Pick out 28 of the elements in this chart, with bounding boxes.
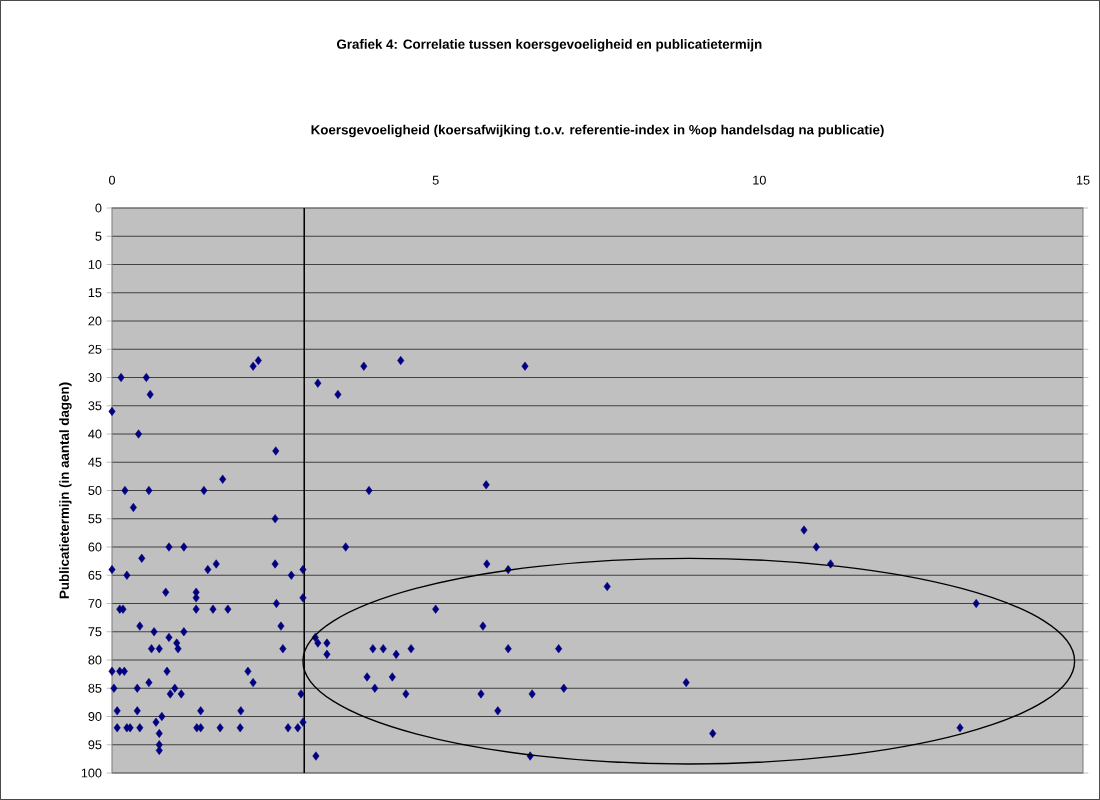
y-tick-label: 10 bbox=[88, 260, 102, 269]
y-tick-label: 45 bbox=[88, 457, 102, 467]
y-tick-label: 75 bbox=[88, 627, 102, 637]
y-tick-label: 65 bbox=[88, 570, 102, 580]
y-tick-label: 80 bbox=[88, 655, 102, 665]
y-tick-label: 70 bbox=[88, 599, 102, 608]
x-tick-label: 10 bbox=[753, 175, 766, 185]
y-tick-label: 30 bbox=[88, 373, 102, 382]
x-tick-label: 0 bbox=[108, 175, 116, 185]
x-axis-title: Koersgevoeligheid (koersafwijking t.o.v. referentie-index in %op handelsdag na publicatie) bbox=[311, 124, 884, 138]
y-tick-label: 100 bbox=[81, 768, 102, 778]
y-tick-label: 5 bbox=[95, 231, 102, 241]
y-tick-label: 25 bbox=[88, 344, 102, 354]
y-tick-label: 20 bbox=[88, 316, 102, 326]
y-tick-label: 60 bbox=[88, 542, 102, 552]
y-tick-label: 50 bbox=[88, 486, 102, 495]
y-tick-label: 35 bbox=[88, 401, 102, 411]
y-tick-label: 0 bbox=[95, 203, 102, 213]
y-tick-label: 55 bbox=[88, 514, 102, 524]
y-tick-label: 95 bbox=[88, 740, 102, 750]
chart-title: Grafiek 4: Correlatie tussen koersgevoeligheid en publicatietermijn bbox=[336, 39, 762, 52]
y-tick-label: 90 bbox=[88, 712, 102, 721]
y-axis-title: Publicatietermijn (in aantal dagen) bbox=[59, 382, 72, 599]
y-tick-label: 40 bbox=[88, 429, 102, 439]
x-tick-label: 5 bbox=[432, 175, 439, 185]
x-tick-label: 15 bbox=[1076, 175, 1090, 185]
y-tick-label: 15 bbox=[88, 288, 102, 298]
y-tick-label: 85 bbox=[88, 683, 102, 693]
